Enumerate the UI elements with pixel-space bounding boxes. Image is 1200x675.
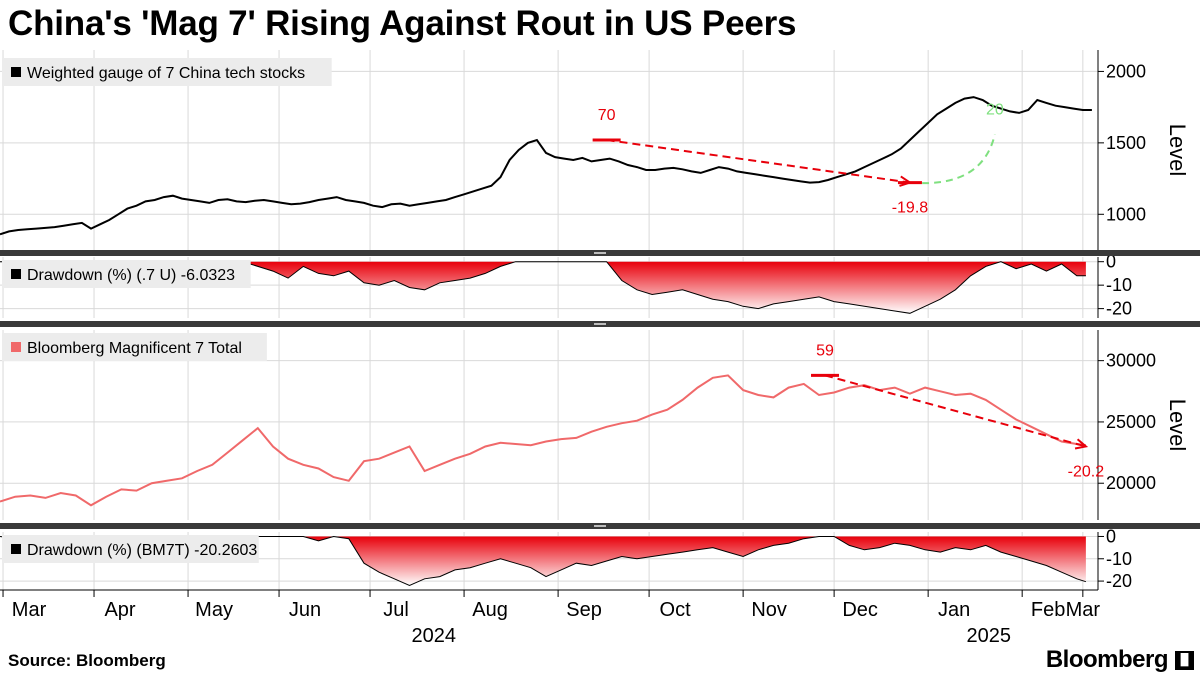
annotation-china-2: 20 — [986, 101, 1004, 118]
source-label: Source: Bloomberg — [8, 651, 166, 670]
y-axis-title-china: Level — [1165, 124, 1190, 177]
x-tick-label-2: May — [195, 599, 233, 621]
annotation-us-1: -20.2 — [1068, 463, 1105, 480]
x-tick-label-10: Jan — [938, 599, 970, 621]
drawdown-line-china_dd — [0, 261, 1086, 314]
series-line-china — [0, 96, 1092, 236]
recovery-arrow-china — [909, 134, 996, 185]
ytick-label-us-2: 30000 — [1106, 351, 1156, 371]
x-tick-label-5: Aug — [472, 599, 508, 621]
legend-box-china — [2, 58, 332, 86]
ytick-label-us_dd-0: 0 — [1106, 526, 1116, 546]
separator-handle-2 — [594, 525, 606, 527]
x-tick-label-4: Jul — [383, 599, 409, 621]
ytick-label-us_dd-2: -20 — [1106, 571, 1132, 591]
legend-swatch-china_dd — [11, 269, 21, 279]
trend-arrow-china — [606, 139, 911, 184]
terminal-icon: █ — [1175, 651, 1194, 670]
ytick-label-us-0: 20000 — [1106, 473, 1156, 493]
ytick-label-china_dd-0: 0 — [1106, 252, 1116, 272]
ytick-label-us_dd-1: -10 — [1106, 549, 1132, 569]
series-line-us — [0, 374, 1087, 507]
ytick-label-us-1: 25000 — [1106, 412, 1156, 432]
legend-swatch-china — [11, 67, 21, 77]
legend-label-us_dd: Drawdown (%) (BM7T) -20.2603 — [27, 542, 257, 559]
ytick-label-china-0: 1000 — [1106, 204, 1146, 224]
x-year-label-0: 2024 — [411, 625, 456, 647]
separator-handle-1 — [594, 323, 606, 325]
legend-box-us — [2, 333, 267, 361]
ytick-label-china_dd-1: -10 — [1106, 275, 1132, 295]
legend-label-china: Weighted gauge of 7 China tech stocks — [27, 65, 305, 82]
annotation-china-0: 70 — [598, 107, 616, 124]
x-tick-label-6: Sep — [566, 599, 602, 621]
x-tick-label-12: Mar — [1066, 599, 1101, 621]
annotation-us-0: 59 — [816, 342, 834, 359]
legend-swatch-us — [11, 342, 21, 352]
drawdown-line-us_dd — [0, 535, 1087, 587]
bloomberg-logo: Bloomberg — [1045, 646, 1169, 673]
legend-box-china_dd — [2, 260, 251, 288]
legend-swatch-us_dd — [11, 544, 21, 554]
annotation-china-1: -19.8 — [892, 200, 929, 217]
y-axis-title-us: Level — [1165, 399, 1190, 452]
trend-arrowhead-us — [1074, 438, 1089, 450]
drawdown-area-china_dd — [0, 261, 1086, 314]
x-tick-label-3: Jun — [289, 599, 321, 621]
legend-label-china_dd: Drawdown (%) (.7 U) -6.0323 — [27, 267, 235, 284]
x-tick-label-8: Nov — [751, 599, 787, 621]
x-tick-label-1: Apr — [104, 599, 135, 621]
ytick-label-china-1: 1500 — [1106, 133, 1146, 153]
separator-handle-0 — [594, 252, 606, 254]
x-tick-label-9: Dec — [842, 599, 878, 621]
trend-arrow-us — [824, 374, 1087, 448]
ytick-label-china_dd-2: -20 — [1106, 299, 1132, 319]
drawdown-area-us_dd — [0, 536, 1086, 586]
chart-title: China's 'Mag 7' Rising Against Rout in U… — [8, 4, 797, 43]
x-year-label-1: 2025 — [967, 625, 1012, 647]
x-tick-label-0: Mar — [12, 599, 47, 621]
x-tick-label-11: Feb — [1031, 599, 1065, 621]
legend-box-us_dd — [2, 535, 259, 563]
legend-label-us: Bloomberg Magnificent 7 Total — [27, 340, 242, 357]
x-tick-label-7: Oct — [660, 599, 692, 621]
ytick-label-china-2: 2000 — [1106, 61, 1146, 81]
